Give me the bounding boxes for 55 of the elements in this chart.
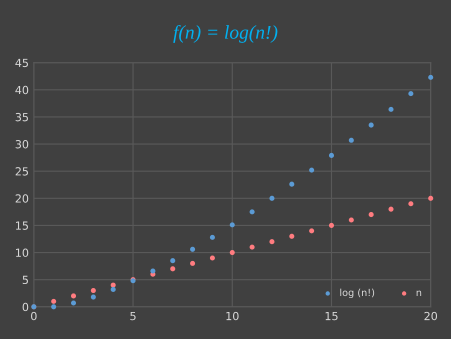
point [328,222,334,228]
point [289,182,294,187]
point [70,293,76,298]
point [70,300,76,306]
point [210,255,215,261]
y-tick-label: 25 [16,167,28,176]
point [230,250,235,256]
point [428,196,434,201]
point [289,234,294,239]
y-tick-label: 20 [16,194,28,203]
chart-title: f(n) = log(n!) [173,24,278,43]
point [190,260,196,266]
point [269,196,274,201]
point [110,282,116,288]
point [170,258,176,264]
point [309,228,314,234]
x-tick-label: 5 [130,312,136,320]
point [51,298,56,304]
y-tick-label: 5 [22,276,28,284]
point [269,239,274,244]
point [348,138,354,143]
point [388,106,394,112]
point [348,217,354,223]
point [328,152,334,158]
point [110,286,116,292]
y-tick-label: 10 [16,248,28,257]
point [90,288,96,294]
y-tick-label: 35 [16,112,28,122]
point [150,268,156,274]
x-tick-label: 0 [31,312,37,320]
point [230,222,235,228]
point [368,122,374,128]
point [170,266,176,272]
y-tick-label: 40 [15,86,28,94]
point [90,294,96,300]
y-tick-label: 0 [22,302,28,312]
point [428,74,434,80]
point [250,244,255,250]
point [368,212,374,218]
point [250,209,255,214]
y-tick-label: 30 [16,140,28,148]
point [51,304,56,310]
legend-label: n [416,290,422,296]
point [210,234,215,240]
x-tick-label: 15 [326,312,338,320]
x-tick-label: 20 [424,312,438,320]
point [190,246,196,252]
legend-label: log (n!) [340,288,374,298]
x-tick-label: 10 [226,312,239,320]
point [309,168,314,173]
y-tick-label: 45 [15,58,28,68]
point [408,201,414,206]
point [408,91,414,96]
y-tick-label: 15 [16,222,28,230]
point [388,206,394,212]
